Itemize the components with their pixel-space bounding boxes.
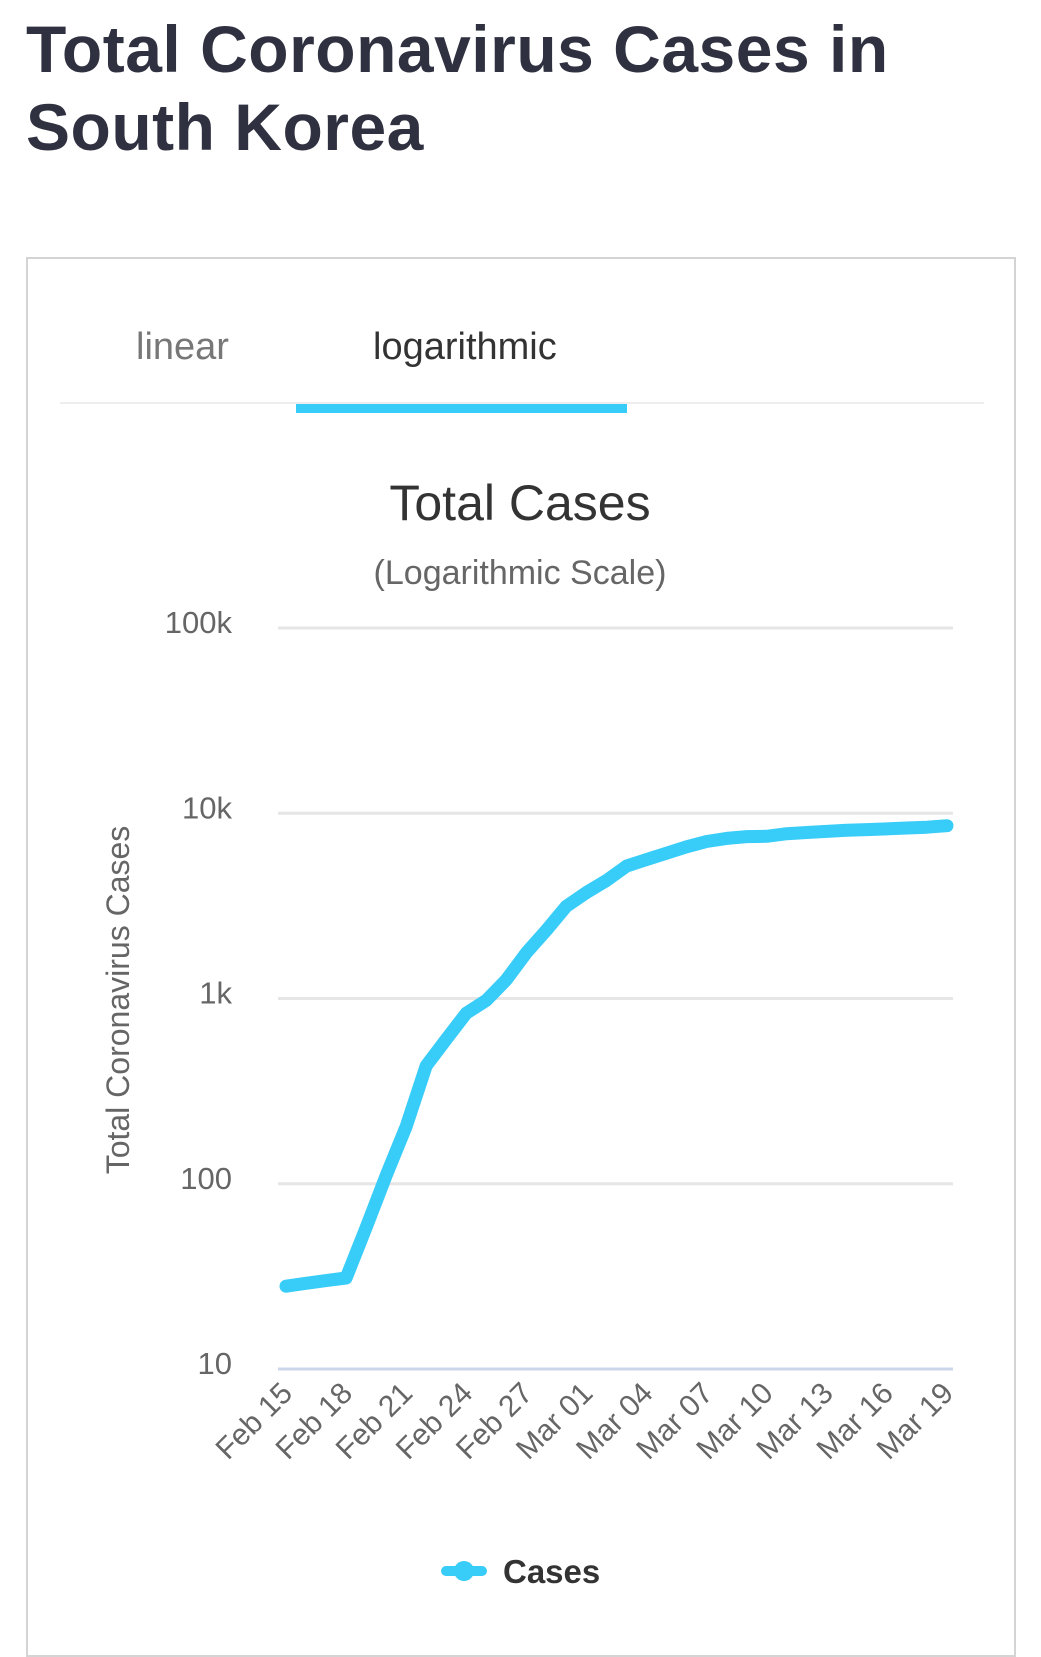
y-tick-label: 100k	[165, 605, 233, 640]
data-point[interactable]	[720, 832, 733, 845]
data-point[interactable]	[480, 994, 493, 1007]
data-point[interactable]	[900, 822, 913, 835]
data-point[interactable]	[680, 840, 693, 853]
y-tick-label: 100	[180, 1161, 232, 1196]
data-point[interactable]	[880, 822, 893, 835]
data-point[interactable]	[540, 924, 553, 937]
chart-card: linear logarithmic	[26, 257, 1016, 1657]
data-point[interactable]	[460, 1007, 473, 1020]
data-point[interactable]	[760, 830, 773, 843]
data-point[interactable]	[860, 823, 873, 836]
data-point[interactable]	[580, 886, 593, 899]
tab-linear[interactable]: linear	[136, 326, 229, 368]
data-point[interactable]	[600, 874, 613, 887]
data-point[interactable]	[941, 819, 953, 832]
tab-logarithmic[interactable]: logarithmic	[373, 326, 557, 368]
data-point[interactable]	[360, 1221, 373, 1234]
data-point[interactable]	[500, 973, 513, 986]
data-point[interactable]	[340, 1271, 353, 1284]
data-point[interactable]	[560, 900, 573, 913]
tab-divider	[60, 402, 984, 404]
data-point[interactable]	[660, 847, 673, 860]
y-axis-label: Total Coronavirus Cases	[100, 826, 136, 1175]
data-point[interactable]	[440, 1033, 453, 1046]
data-point[interactable]	[380, 1169, 393, 1182]
legend-label-cases: Cases	[503, 1553, 600, 1590]
data-point[interactable]	[620, 860, 633, 873]
data-point[interactable]	[320, 1274, 333, 1287]
y-tick-label: 10k	[182, 790, 232, 825]
data-point[interactable]	[520, 946, 533, 959]
active-tab-indicator	[296, 404, 627, 413]
chart-subtitle: (Logarithmic Scale)	[374, 554, 667, 592]
data-point[interactable]	[640, 853, 653, 866]
data-point[interactable]	[840, 824, 853, 837]
y-tick-label: 10	[198, 1346, 232, 1381]
data-point[interactable]	[400, 1120, 413, 1133]
page-title: Total Coronavirus Cases in South Korea	[26, 12, 889, 164]
y-tick-label: 1k	[199, 976, 232, 1011]
data-point[interactable]	[300, 1277, 313, 1290]
data-point[interactable]	[920, 821, 933, 834]
data-point[interactable]	[700, 835, 713, 848]
legend-marker-icon	[454, 1561, 474, 1581]
series-line-cases[interactable]	[279, 819, 954, 1293]
data-point[interactable]	[280, 1280, 292, 1293]
data-point[interactable]	[820, 825, 833, 838]
data-point[interactable]	[780, 827, 793, 840]
data-point[interactable]	[420, 1059, 433, 1072]
legend[interactable]: Cases	[441, 1553, 600, 1590]
chart-title: Total Cases	[389, 475, 650, 531]
data-point[interactable]	[740, 830, 753, 843]
data-point[interactable]	[800, 826, 813, 839]
